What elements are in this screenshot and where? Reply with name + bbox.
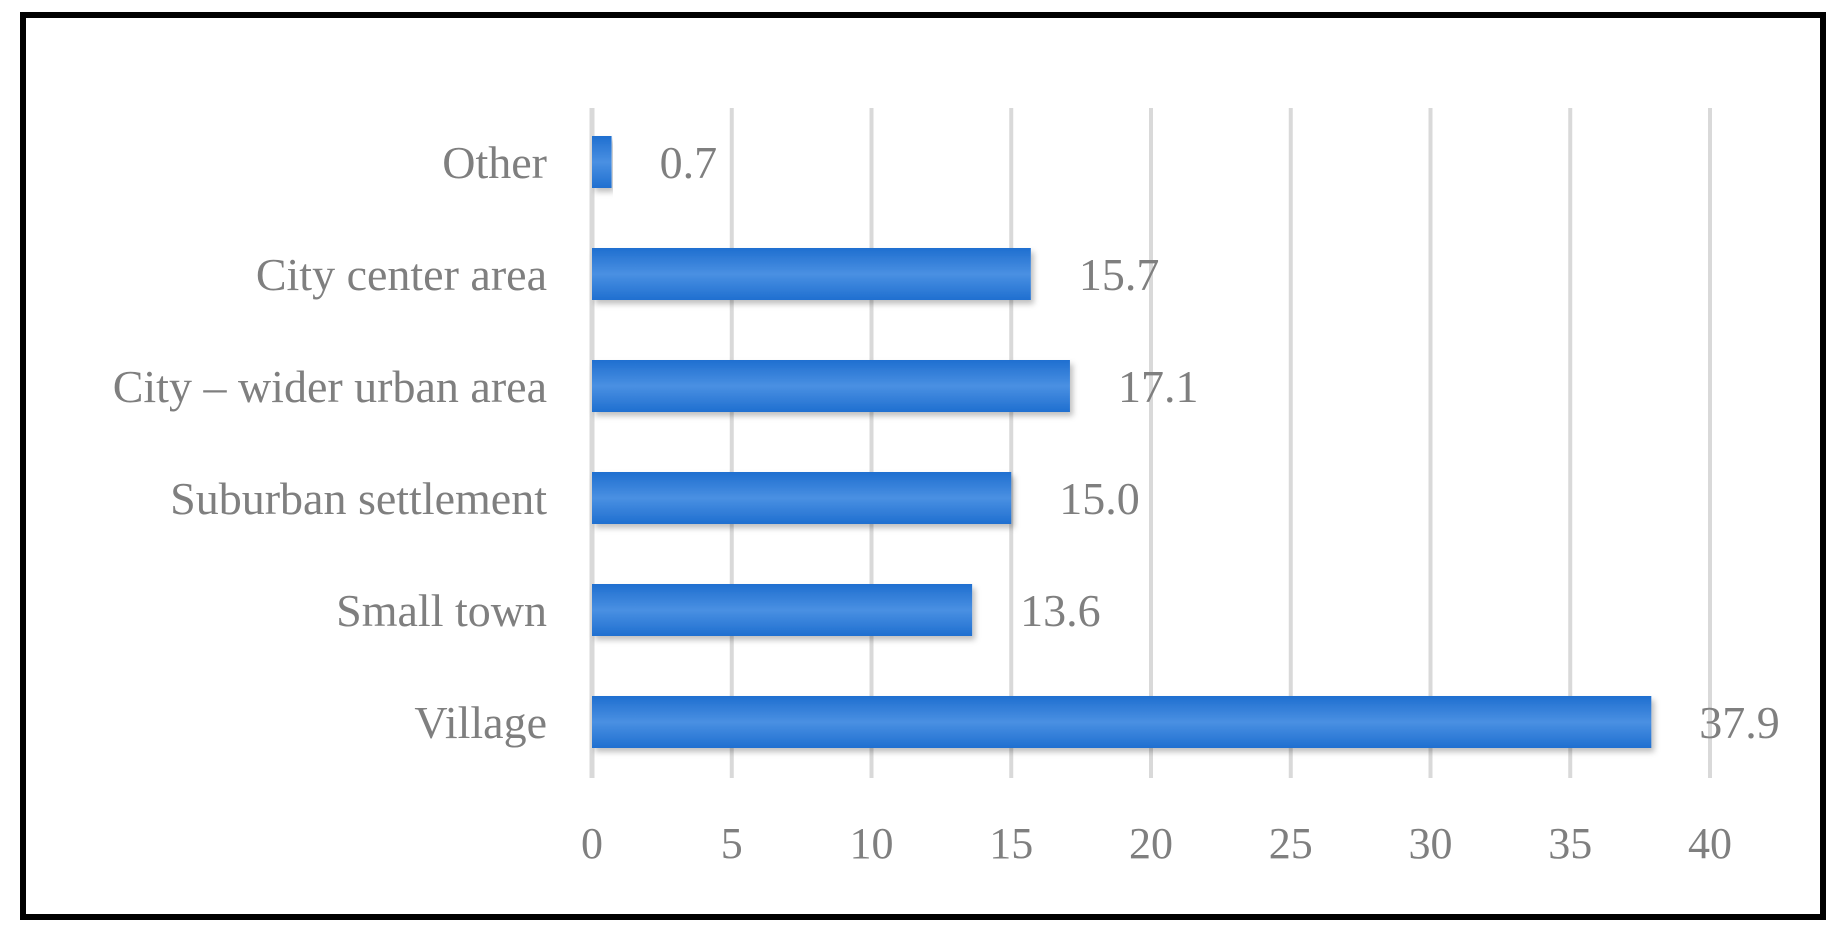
x-tick-label: 25 <box>1269 819 1313 868</box>
chart-frame <box>20 12 1826 920</box>
bar-2 <box>592 360 1070 412</box>
data-label: 0.7 <box>660 137 718 188</box>
bar-1 <box>592 248 1031 300</box>
x-tick-label: 20 <box>1129 819 1173 868</box>
data-label: 37.9 <box>1699 697 1780 748</box>
bar-4 <box>592 584 973 636</box>
data-label: 15.7 <box>1079 249 1160 300</box>
bar-layer <box>592 136 1652 748</box>
bar-3 <box>592 472 1012 524</box>
category-label: Other <box>442 137 547 188</box>
x-tick-label: 40 <box>1688 819 1732 868</box>
data-label: 17.1 <box>1118 361 1199 412</box>
label-layer: 0 5 10 15 20 25 30 35 40 Other 0.7 City center area… <box>113 137 1780 868</box>
data-label: 15.0 <box>1059 473 1140 524</box>
data-label: 13.6 <box>1020 585 1101 636</box>
grid-layer <box>589 108 1712 778</box>
bar-5 <box>592 696 1652 748</box>
x-tick-label: 15 <box>989 819 1033 868</box>
bar-0 <box>592 136 612 188</box>
x-tick-label: 30 <box>1409 819 1453 868</box>
x-tick-label: 10 <box>850 819 894 868</box>
x-tick-label: 5 <box>721 819 743 868</box>
category-label: Suburban settlement <box>170 473 547 524</box>
category-label: Village <box>414 697 547 748</box>
x-tick-label: 35 <box>1548 819 1592 868</box>
category-label: City – wider urban area <box>113 361 547 412</box>
x-tick-label: 0 <box>581 819 603 868</box>
category-label: City center area <box>256 249 547 300</box>
category-label: Small town <box>336 585 547 636</box>
